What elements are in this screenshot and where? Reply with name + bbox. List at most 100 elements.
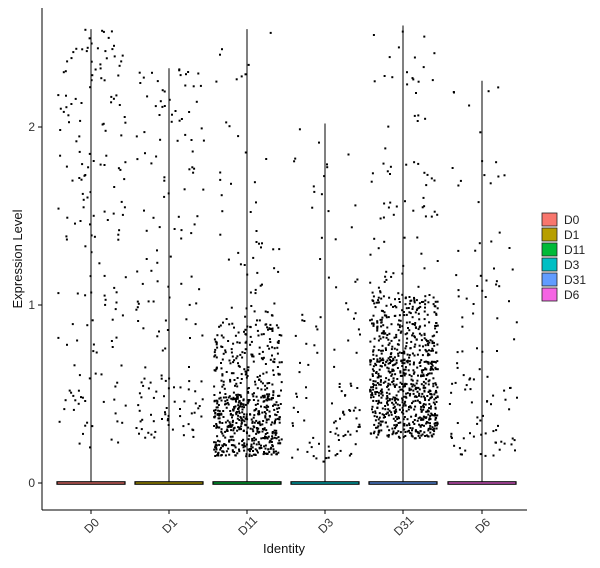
data-point xyxy=(115,291,118,294)
data-point xyxy=(252,453,255,456)
data-point xyxy=(275,401,278,404)
data-point xyxy=(275,437,278,440)
data-point xyxy=(378,412,381,415)
data-point xyxy=(377,296,380,299)
data-point xyxy=(424,299,427,302)
data-point xyxy=(396,367,399,369)
data-point xyxy=(412,209,415,212)
data-point xyxy=(403,314,406,317)
data-point xyxy=(238,365,241,368)
data-point xyxy=(382,416,385,419)
data-point xyxy=(241,444,244,447)
data-point xyxy=(369,363,372,366)
data-point xyxy=(430,396,432,399)
data-point xyxy=(432,303,435,306)
data-point xyxy=(387,316,390,319)
y-ticks: 012 xyxy=(28,120,42,490)
y-axis-title: Expression Level xyxy=(10,209,25,308)
data-point xyxy=(230,413,232,416)
data-point xyxy=(403,350,406,353)
data-point xyxy=(255,407,258,410)
data-point xyxy=(402,436,405,439)
data-point xyxy=(429,415,432,417)
data-point xyxy=(404,400,407,403)
data-point xyxy=(245,453,248,456)
data-point xyxy=(336,453,339,455)
data-point xyxy=(435,331,438,334)
data-point xyxy=(252,416,255,419)
data-point xyxy=(270,438,273,441)
data-point xyxy=(274,433,277,436)
data-point xyxy=(161,105,164,108)
data-point xyxy=(420,418,423,421)
data-point xyxy=(428,372,431,375)
data-point xyxy=(369,319,372,322)
data-point xyxy=(432,349,434,352)
data-point xyxy=(89,223,91,226)
data-point xyxy=(294,157,297,160)
data-point xyxy=(431,364,434,367)
data-point xyxy=(428,427,431,430)
data-point xyxy=(371,375,374,377)
data-point xyxy=(379,290,382,293)
data-point xyxy=(301,313,304,316)
data-point xyxy=(138,392,141,395)
data-point xyxy=(386,359,389,362)
data-point xyxy=(490,403,492,406)
data-point xyxy=(397,352,400,355)
data-point xyxy=(228,421,231,424)
data-point xyxy=(100,77,103,80)
data-point xyxy=(218,417,221,420)
data-point xyxy=(121,213,124,216)
data-point xyxy=(392,272,395,275)
data-point xyxy=(84,245,87,248)
data-point xyxy=(114,412,117,415)
data-point xyxy=(397,422,400,424)
data-point xyxy=(243,444,246,447)
data-point xyxy=(409,312,412,315)
data-point xyxy=(421,354,424,357)
data-point xyxy=(384,416,386,418)
data-point xyxy=(423,205,426,208)
data-point xyxy=(434,366,437,369)
data-point xyxy=(376,415,378,418)
data-point xyxy=(372,369,375,372)
data-point xyxy=(230,306,233,309)
data-point xyxy=(256,319,258,322)
data-point xyxy=(428,379,431,382)
data-point xyxy=(231,450,234,453)
data-point xyxy=(342,411,345,414)
data-point xyxy=(201,334,204,337)
data-point xyxy=(277,394,280,397)
data-point xyxy=(390,323,393,326)
data-point xyxy=(380,420,383,423)
data-point xyxy=(247,63,250,66)
data-point xyxy=(510,443,513,446)
data-point xyxy=(254,403,257,406)
data-point xyxy=(427,429,430,432)
data-point xyxy=(481,160,484,163)
data-point xyxy=(214,411,217,414)
data-point xyxy=(424,435,427,437)
data-point xyxy=(246,375,249,377)
data-point xyxy=(274,403,277,406)
data-point xyxy=(217,426,220,429)
x-tick-label-d0: D0 xyxy=(81,515,102,536)
data-point xyxy=(222,383,225,386)
data-point xyxy=(101,29,104,32)
data-point xyxy=(215,448,218,451)
data-point xyxy=(514,449,516,452)
data-point xyxy=(347,308,350,311)
y-tick-label: 1 xyxy=(28,298,35,312)
data-point xyxy=(136,300,139,303)
data-point xyxy=(450,432,453,435)
data-point xyxy=(382,359,385,362)
data-point xyxy=(421,424,424,427)
data-point xyxy=(240,75,243,78)
data-point xyxy=(398,351,401,354)
data-point xyxy=(215,406,218,409)
data-point xyxy=(150,162,153,165)
data-point xyxy=(420,434,423,437)
data-point xyxy=(370,396,372,399)
data-point xyxy=(386,425,389,428)
